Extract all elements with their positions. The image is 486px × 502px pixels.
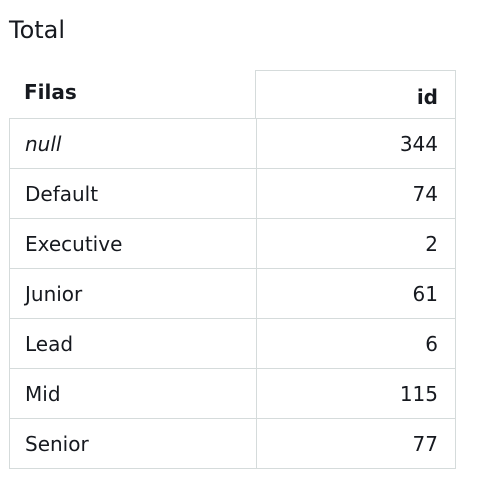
pivot-header: Filas id	[9, 70, 456, 120]
table-row[interactable]: Default 74	[10, 169, 455, 219]
row-value: 74	[256, 169, 455, 218]
row-value: 2	[256, 219, 455, 268]
table-row[interactable]: Lead 6	[10, 319, 455, 369]
row-label-junior: Junior	[25, 282, 83, 306]
pivot-body: null 344 Default 74 Executive 2 Junior 6…	[9, 118, 456, 469]
row-value: 77	[256, 419, 455, 468]
row-value: 6	[256, 319, 455, 368]
row-label-mid: Mid	[25, 382, 61, 406]
table-row[interactable]: null 344	[10, 119, 455, 169]
table-row[interactable]: Executive 2	[10, 219, 455, 269]
visual-title: Total	[9, 16, 66, 44]
column-header-label: id	[416, 85, 438, 109]
row-label-executive: Executive	[25, 232, 123, 256]
table-row[interactable]: Junior 61	[10, 269, 455, 319]
rows-header[interactable]: Filas	[24, 80, 77, 104]
row-label-default: Default	[25, 182, 99, 206]
row-label-lead: Lead	[25, 332, 74, 356]
column-header-cell[interactable]: id	[255, 70, 456, 119]
row-label-senior: Senior	[25, 432, 89, 456]
table-row[interactable]: Senior 77	[10, 419, 455, 468]
row-value: 115	[256, 369, 455, 418]
row-label-null: null	[25, 132, 62, 156]
pivot-table: Filas id null 344 Default 74 Executive 2…	[9, 70, 456, 470]
table-row[interactable]: Mid 115	[10, 369, 455, 419]
row-value: 61	[256, 269, 455, 318]
row-value: 344	[256, 119, 455, 168]
